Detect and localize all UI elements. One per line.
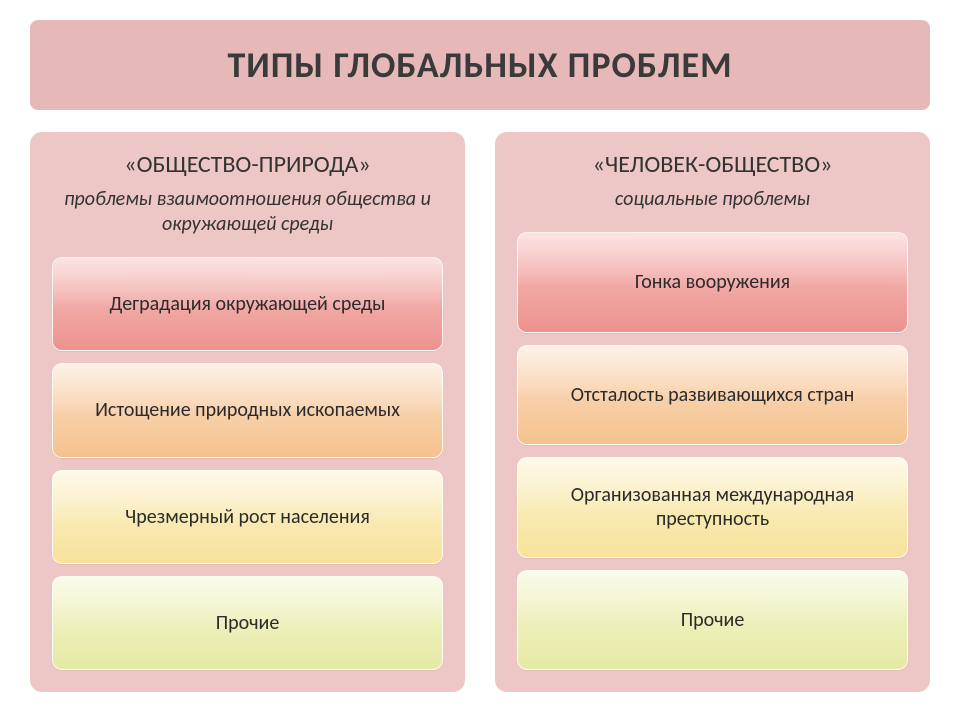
list-item: Прочие (52, 576, 443, 670)
panel-person-society: «ЧЕЛОВЕК-ОБЩЕСТВО» социальные проблемы Г… (495, 132, 930, 692)
list-item: Деградация окружающей среды (52, 257, 443, 351)
list-item: Организованная международная преступност… (517, 457, 908, 558)
title-banner: ТИПЫ ГЛОБАЛЬНЫХ ПРОБЛЕМ (30, 20, 930, 110)
panel-title: «ЧЕЛОВЕК-ОБЩЕСТВО» (517, 150, 908, 179)
panel-society-nature: «ОБЩЕСТВО-ПРИРОДА» проблемы взаимоотноше… (30, 132, 465, 692)
list-item: Истощение природных ископаемых (52, 363, 443, 457)
panel-subtitle: проблемы взаимоотношения общества и окру… (52, 187, 443, 237)
panel-items: Гонка вооружения Отсталость развивающихс… (517, 232, 908, 670)
list-item: Чрезмерный рост населения (52, 470, 443, 564)
list-item: Гонка вооружения (517, 232, 908, 333)
columns-wrapper: «ОБЩЕСТВО-ПРИРОДА» проблемы взаимоотноше… (30, 132, 930, 692)
panel-title: «ОБЩЕСТВО-ПРИРОДА» (52, 150, 443, 179)
panel-items: Деградация окружающей среды Истощение пр… (52, 257, 443, 670)
page-title: ТИПЫ ГЛОБАЛЬНЫХ ПРОБЛЕМ (227, 43, 732, 87)
list-item: Прочие (517, 570, 908, 671)
panel-subtitle: социальные проблемы (517, 187, 908, 212)
list-item: Отсталость развивающихся стран (517, 345, 908, 446)
